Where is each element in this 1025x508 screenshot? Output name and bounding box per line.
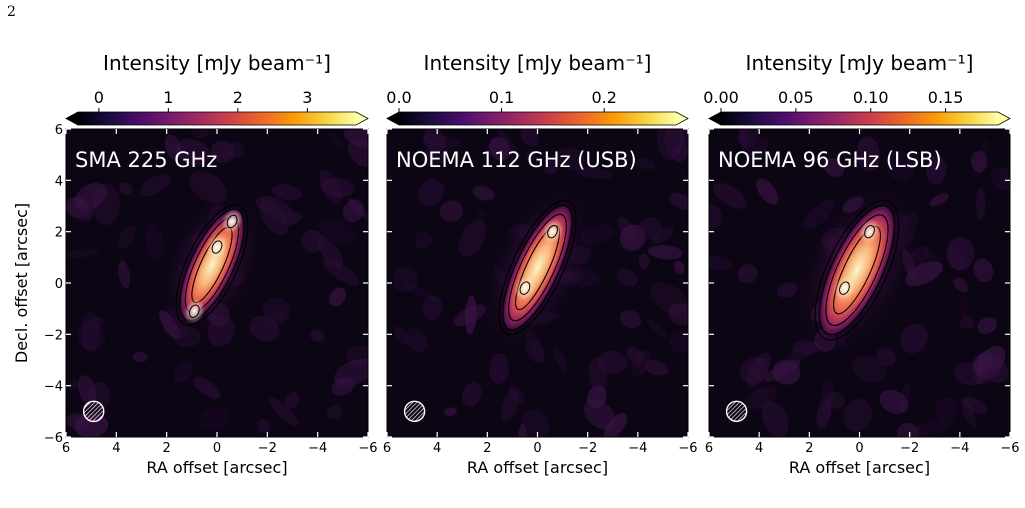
y-tick-label: −4 bbox=[44, 380, 63, 395]
x-tick-label: 4 bbox=[755, 441, 763, 456]
y-tick-label: −6 bbox=[44, 431, 63, 446]
colorbar-tick-label: 0 bbox=[94, 88, 104, 107]
colorbar-tick-label: 2 bbox=[233, 88, 243, 107]
peak-contour bbox=[211, 240, 223, 254]
contour-line bbox=[502, 205, 573, 331]
colorbar-extend-low bbox=[387, 112, 399, 125]
colorbar-tick-label: 0.05 bbox=[778, 88, 814, 107]
colorbar-extend-low bbox=[709, 112, 721, 125]
peak-contour bbox=[547, 224, 558, 239]
x-tick-label: −2 bbox=[900, 441, 919, 456]
contour-line bbox=[819, 205, 895, 336]
panel-title: SMA 225 GHz bbox=[75, 148, 217, 172]
colorbar-tick-label: 0.10 bbox=[853, 88, 889, 107]
colorbar-title: Intensity [mJy beam⁻¹] bbox=[746, 51, 974, 75]
x-tick-label: 2 bbox=[805, 441, 813, 456]
colorbar bbox=[721, 112, 998, 125]
x-tick-label: −2 bbox=[578, 441, 597, 456]
peak-contour bbox=[839, 281, 850, 295]
colorbar-extend-low bbox=[66, 112, 78, 125]
colorbar-extend-high bbox=[998, 112, 1010, 125]
x-tick-label: 6 bbox=[705, 441, 713, 456]
colorbar-extend-high bbox=[676, 112, 688, 125]
colorbar bbox=[399, 112, 676, 125]
x-tick-label: 2 bbox=[163, 441, 171, 456]
colorbar-tick-label: 3 bbox=[302, 88, 312, 107]
colorbar-tick-label: 0.2 bbox=[591, 88, 616, 107]
peak-contour bbox=[226, 214, 238, 229]
beam-ellipse bbox=[725, 400, 748, 423]
intensity-map bbox=[387, 129, 688, 437]
y-tick-label: 0 bbox=[55, 277, 63, 292]
x-tick-label: 2 bbox=[483, 441, 491, 456]
x-tick-label: 6 bbox=[62, 441, 70, 456]
x-tick-label: −4 bbox=[628, 441, 647, 456]
x-axis-label: RA offset [arcsec] bbox=[467, 458, 608, 477]
x-axis-label: RA offset [arcsec] bbox=[146, 458, 287, 477]
x-tick-label: 0 bbox=[855, 441, 863, 456]
x-tick-label: 4 bbox=[112, 441, 120, 456]
panel-title: NOEMA 96 GHz (LSB) bbox=[718, 148, 942, 172]
contour-line bbox=[825, 214, 889, 327]
colorbar-extend-high bbox=[356, 112, 368, 125]
x-tick-label: 6 bbox=[383, 441, 391, 456]
beam-ellipse bbox=[403, 400, 426, 423]
colorbar-tick-label: 0.00 bbox=[703, 88, 739, 107]
peak-contour bbox=[188, 304, 200, 318]
colorbar-tick-label: 1 bbox=[163, 88, 173, 107]
source-emission bbox=[480, 182, 595, 353]
peak-contour bbox=[864, 224, 875, 239]
x-tick-label: 0 bbox=[213, 441, 221, 456]
contour-line bbox=[175, 204, 249, 326]
panel-2: 0.0 0.1 0.2 Intensity [mJy beam⁻¹] NOEMA 112… bbox=[383, 51, 698, 477]
colorbar-tick-label: 0.0 bbox=[386, 88, 411, 107]
beam-ellipse bbox=[82, 400, 105, 423]
y-axis-label: Decl. offset [arcsec] bbox=[12, 203, 31, 363]
source-emission bbox=[157, 188, 267, 342]
contour-line bbox=[498, 199, 577, 336]
x-tick-label: −4 bbox=[308, 441, 327, 456]
x-tick-label: −6 bbox=[1000, 441, 1019, 456]
intensity-map bbox=[709, 129, 1010, 437]
contour-line bbox=[508, 213, 567, 322]
x-tick-label: −4 bbox=[950, 441, 969, 456]
x-tick-label: −6 bbox=[358, 441, 377, 456]
x-axis-label: RA offset [arcsec] bbox=[789, 458, 930, 477]
x-tick-label: −6 bbox=[678, 441, 697, 456]
y-tick-label: −2 bbox=[44, 328, 63, 343]
x-tick-label: −2 bbox=[258, 441, 277, 456]
panel-title: NOEMA 112 GHz (USB) bbox=[396, 148, 637, 172]
page-number: 2 bbox=[7, 4, 16, 20]
peak-contour bbox=[519, 281, 531, 295]
panel-1: 0 1 2 3 Intensity [mJy beam⁻¹] SMA 225 GHz 6 4 2… bbox=[12, 51, 378, 477]
source-emission bbox=[792, 181, 922, 360]
x-tick-label: 4 bbox=[433, 441, 441, 456]
contour-line bbox=[814, 199, 900, 341]
colorbar-title: Intensity [mJy beam⁻¹] bbox=[103, 51, 331, 75]
colorbar-title: Intensity [mJy beam⁻¹] bbox=[424, 51, 652, 75]
colorbar-tick-label: 0.15 bbox=[928, 88, 964, 107]
y-tick-label: 6 bbox=[55, 123, 63, 138]
y-tick-label: 4 bbox=[55, 174, 63, 189]
colorbar-tick-label: 0.1 bbox=[489, 88, 514, 107]
x-tick-label: 0 bbox=[533, 441, 541, 456]
panel-3: 0.00 0.05 0.10 0.15 Intensity [mJy beam⁻¹] NO… bbox=[703, 51, 1019, 477]
colorbar bbox=[78, 112, 356, 125]
intensity-map bbox=[66, 129, 368, 437]
y-tick-label: 2 bbox=[55, 226, 63, 241]
